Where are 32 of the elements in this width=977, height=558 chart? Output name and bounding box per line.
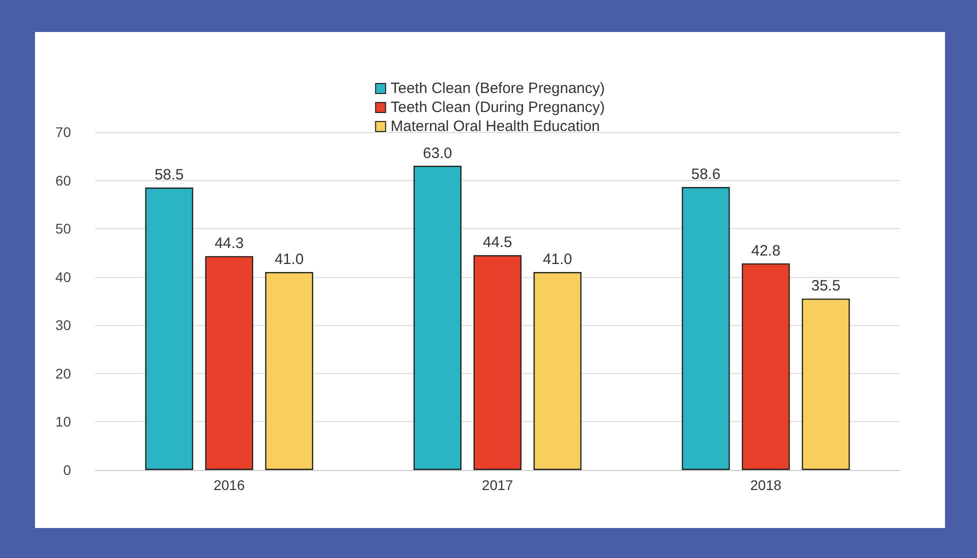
legend-label: Teeth Clean (Before Pregnancy)	[390, 80, 605, 97]
y-tick-label: 0	[63, 462, 72, 478]
y-tick-label: 20	[55, 365, 72, 382]
y-tick-label: 10	[55, 414, 72, 430]
x-tick-label: 2016	[214, 477, 245, 493]
data-label: 42.8	[751, 242, 780, 260]
x-tick-label: 2018	[750, 477, 782, 493]
y-tick-label: 40	[55, 268, 72, 285]
data-label: 63.0	[422, 144, 452, 162]
legend-label: Teeth Clean (During Pregnancy)	[390, 99, 605, 116]
bar	[682, 187, 730, 470]
data-label: 58.6	[691, 166, 720, 184]
data-label: 41.0	[542, 251, 572, 268]
data-label: 35.5	[811, 278, 840, 295]
x-tick-label: 2017	[482, 477, 514, 493]
data-label: 58.5	[154, 166, 184, 184]
data-label: 44.3	[214, 235, 244, 252]
bar	[742, 263, 790, 470]
bar	[474, 255, 522, 470]
data-label: 41.0	[274, 251, 304, 268]
legend-label: Maternal Oral Health Education	[390, 118, 600, 135]
bar	[534, 272, 582, 470]
bar	[265, 272, 314, 470]
y-tick-label: 70	[55, 124, 72, 140]
bar	[802, 298, 850, 470]
y-tick-label: 60	[55, 172, 72, 188]
bar	[145, 188, 194, 470]
bar	[414, 166, 462, 470]
bar	[205, 256, 254, 470]
data-label: 44.5	[482, 234, 512, 252]
y-tick-label: 30	[55, 317, 72, 334]
y-tick-label: 50	[55, 220, 72, 237]
